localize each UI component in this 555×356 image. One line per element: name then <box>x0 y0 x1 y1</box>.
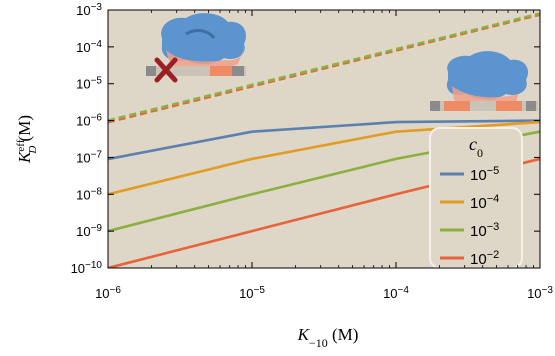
cross-icon <box>154 57 178 83</box>
y-tick-label: 10−4 <box>76 38 102 55</box>
unbound-complex-illustration <box>146 13 247 83</box>
x-tick-label: 10−4 <box>383 285 409 302</box>
y-tick-label: 10−6 <box>76 112 102 129</box>
series-line-1 <box>108 119 540 161</box>
y-axis-label: KeffD (M) <box>15 115 39 164</box>
y-tick-label: 10−5 <box>76 75 102 92</box>
y-tick-label: 10−7 <box>76 149 102 166</box>
y-tick-label: 10−8 <box>76 186 102 203</box>
axes: 10−6 10−5 10−4 10−3 10−3 10−4 10−5 10−6 10−7 10−8… <box>71 2 554 302</box>
y-tick-label: 10−10 <box>71 260 103 277</box>
series-line-5 <box>108 13 540 124</box>
series-layer <box>108 12 540 268</box>
legend-label: 10−4 <box>470 193 499 212</box>
x-axis-label: K−10 (M) <box>297 325 359 350</box>
x-tick-label: 10−5 <box>239 285 265 302</box>
legend-label: 10−2 <box>470 249 499 268</box>
legend: c0 10−5 10−4 10−3 10−2 <box>429 127 523 269</box>
legend-title: c0 <box>469 134 483 160</box>
x-tick-label: 10−3 <box>527 285 553 302</box>
legend-label: 10−3 <box>470 221 499 240</box>
x-tick-label: 10−6 <box>95 285 121 302</box>
legend-label: 10−5 <box>470 165 499 184</box>
y-tick-label: 10−9 <box>76 223 102 240</box>
y-tick-label: 10−3 <box>76 2 102 19</box>
series-line-2 <box>108 120 540 196</box>
series-line-6 <box>108 12 540 122</box>
bound-complex-illustration <box>430 51 538 111</box>
plot-frame <box>107 9 541 269</box>
